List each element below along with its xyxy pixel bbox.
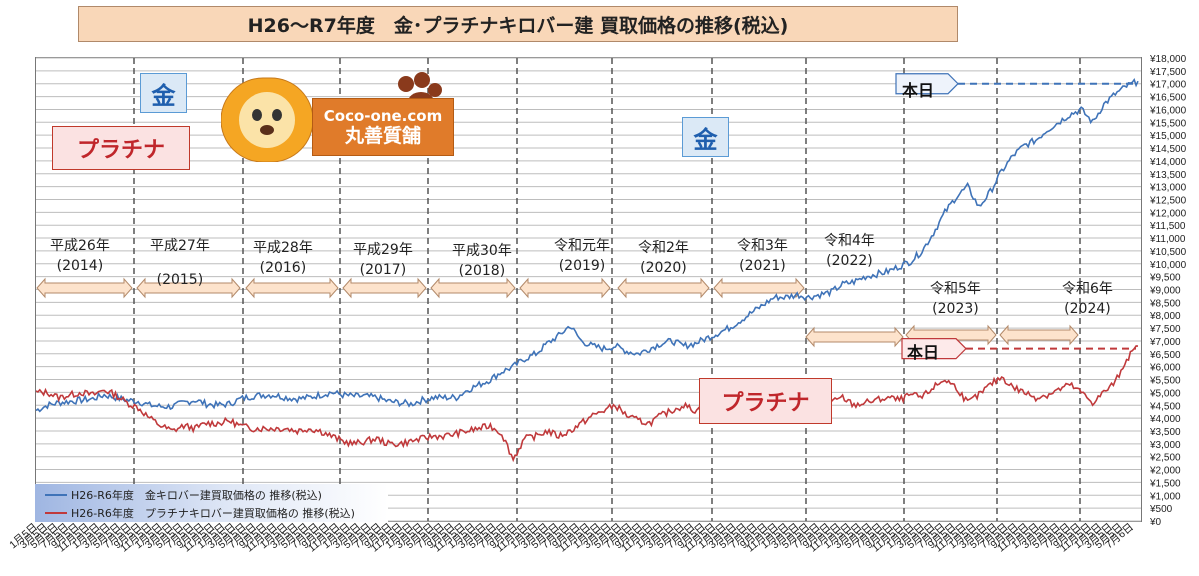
era-arrow (617, 277, 710, 299)
era-arrow (519, 277, 611, 299)
y-tick-label: ¥14,000 (1149, 157, 1187, 168)
y-tick-label: ¥11,500 (1149, 221, 1186, 232)
legend-swatch-platinum (45, 512, 67, 514)
era-label: 令和6年 (2024) (1062, 281, 1113, 317)
y-tick-label: ¥12,500 (1149, 195, 1187, 206)
y-tick-label: ¥7,000 (1149, 337, 1181, 348)
era-label: 令和2年 (2020) (638, 240, 689, 276)
era-label: 令和元年 (2019) (554, 238, 610, 274)
y-tick-label: ¥17,500 (1149, 67, 1187, 78)
era-arrow (999, 324, 1079, 346)
era-arrow (342, 277, 427, 299)
y-tick-label: ¥4,500 (1149, 401, 1181, 412)
coco-one-logo (221, 72, 442, 162)
legend-item-platinum: H26-R6年度 プラチナキロバー建買取価格の 推移(税込) (45, 504, 355, 522)
era-label: 平成26年 (2014) (50, 238, 110, 274)
today-label-gold: 本日 (902, 81, 935, 100)
y-tick-label: ¥1,000 (1149, 491, 1181, 502)
era-label: 令和5年 (2023) (930, 281, 981, 317)
y-tick-label: ¥5,500 (1149, 376, 1181, 387)
y-tick-label: ¥4,000 (1149, 414, 1181, 425)
era-label: 令和3年 (2021) (737, 238, 788, 274)
legend-item-gold: H26-R6年度 金キロバー建買取価格の 推移(税込) (45, 486, 322, 504)
platinum-price-line (35, 345, 1139, 463)
platinum-label-2: プラチナ (699, 378, 832, 424)
era-label: 平成28年 (2016) (253, 240, 313, 276)
logo-textbox: Coco-one.com 丸善質舗 (312, 98, 454, 156)
era-label: 平成30年 (2018) (452, 243, 512, 279)
y-tick-label: ¥12,000 (1149, 208, 1187, 219)
y-tick-label: ¥15,000 (1149, 131, 1187, 142)
y-tick-label: ¥1,500 (1149, 478, 1181, 489)
y-tick-label: ¥6,000 (1149, 363, 1181, 374)
y-tick-label: ¥16,500 (1149, 93, 1187, 104)
y-tick-label: ¥13,000 (1149, 183, 1187, 194)
era-label: 平成29年 (2017) (353, 242, 413, 278)
y-tick-label: ¥16,000 (1149, 105, 1187, 116)
legend-text-gold: H26-R6年度 金キロバー建買取価格の 推移(税込) (71, 489, 322, 502)
y-tick-label: ¥9,500 (1149, 273, 1181, 284)
gold-label-1: 金 (140, 73, 187, 113)
chart-title: H26～R7年度 金･プラチナキロバー建 買取価格の推移(税込) (78, 6, 958, 42)
y-tick-label: ¥500 (1149, 504, 1173, 515)
era-label: 令和4年 (2022) (824, 233, 875, 269)
y-tick-label: ¥6,500 (1149, 350, 1181, 361)
legend-text-platinum: H26-R6年度 プラチナキロバー建買取価格の 推移(税込) (71, 507, 355, 520)
y-tick-label: ¥8,000 (1149, 311, 1181, 322)
y-tick-label: ¥2,000 (1149, 466, 1181, 477)
y-tick-label: ¥10,500 (1149, 247, 1187, 258)
y-tick-label: ¥3,000 (1149, 440, 1181, 451)
y-tick-label: ¥8,500 (1149, 298, 1181, 309)
legend: H26-R6年度 金キロバー建買取価格の 推移(税込) H26-R6年度 プラチ… (35, 484, 388, 522)
era-arrow (805, 326, 904, 348)
y-tick-label: ¥5,000 (1149, 388, 1181, 399)
era-arrow (36, 277, 133, 299)
y-tick-label: ¥10,000 (1149, 260, 1187, 271)
y-tick-label: ¥11,000 (1149, 234, 1186, 245)
legend-swatch-gold (45, 494, 67, 496)
y-tick-label: ¥18,000 (1149, 54, 1187, 65)
gold-label-2: 金 (682, 117, 729, 157)
today-marker-gold (895, 73, 959, 95)
era-arrow (430, 277, 516, 299)
today-label-platinum: 本日 (907, 343, 940, 362)
platinum-label-1: プラチナ (52, 126, 190, 170)
y-tick-label: ¥3,500 (1149, 427, 1181, 438)
y-tick-label: ¥9,000 (1149, 286, 1181, 297)
gold-price-line (35, 77, 1139, 413)
y-tick-label: ¥13,500 (1149, 170, 1187, 181)
y-tick-label: ¥2,500 (1149, 453, 1181, 464)
y-tick-label: ¥17,000 (1149, 80, 1187, 91)
today-marker-platinum (901, 338, 967, 360)
y-tick-label: ¥14,500 (1149, 144, 1187, 155)
y-tick-label: ¥15,500 (1149, 118, 1187, 129)
logo-shop-name: 丸善質舗 (344, 125, 421, 147)
era-arrow (713, 277, 805, 299)
era-arrow (136, 277, 241, 299)
y-tick-label: ¥7,500 (1149, 324, 1181, 335)
era-arrow (245, 277, 339, 299)
y-tick-label: ¥0 (1149, 517, 1162, 528)
era-label: 平成27年 (2015) (150, 238, 210, 288)
logo-url: Coco-one.com (323, 107, 443, 125)
